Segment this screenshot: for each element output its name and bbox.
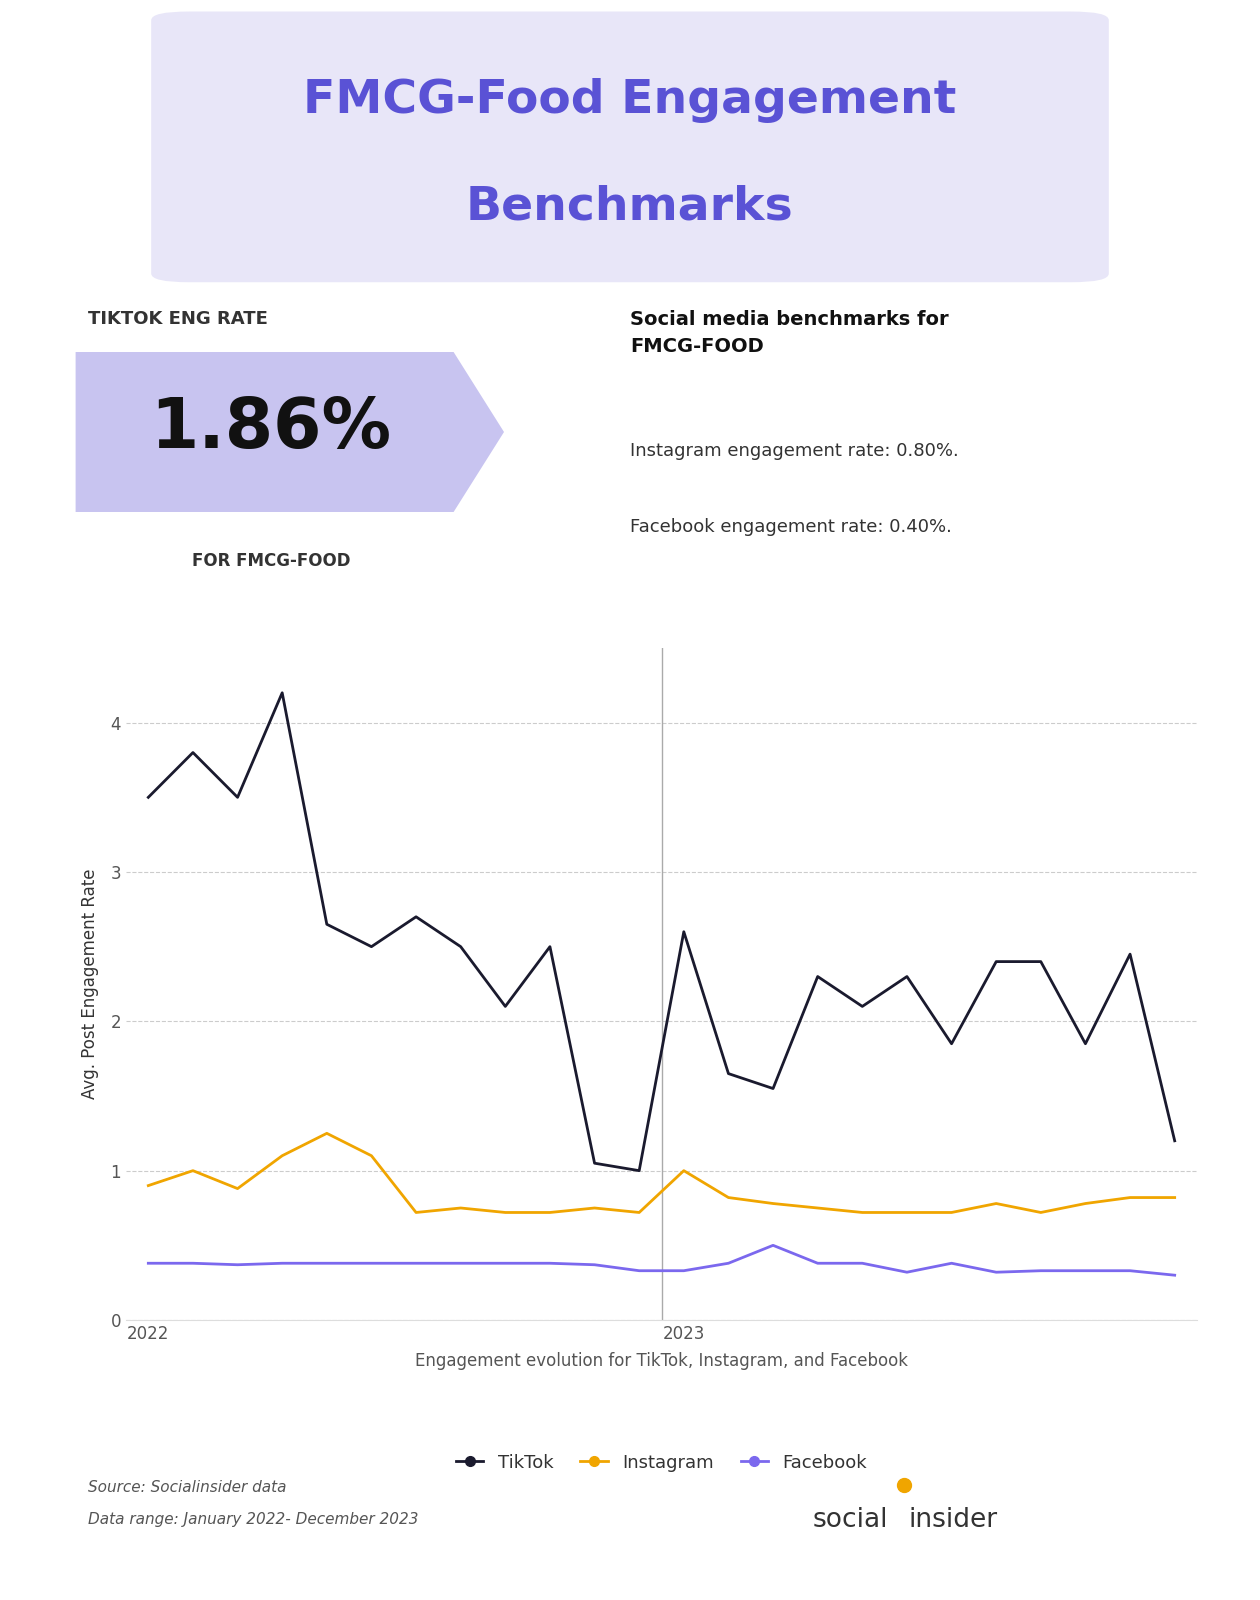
Text: insider: insider [908, 1507, 997, 1533]
Polygon shape [76, 352, 504, 512]
Text: Engagement evolution for TikTok, Instagram, and Facebook: Engagement evolution for TikTok, Instagr… [415, 1352, 908, 1370]
Text: social: social [813, 1507, 888, 1533]
Text: FMCG-Food Engagement: FMCG-Food Engagement [304, 78, 956, 123]
Y-axis label: Avg. Post Engagement Rate: Avg. Post Engagement Rate [82, 869, 100, 1099]
Text: Benchmarks: Benchmarks [466, 186, 794, 230]
Text: Facebook engagement rate: 0.40%.: Facebook engagement rate: 0.40%. [630, 518, 951, 536]
Legend: TikTok, Instagram, Facebook: TikTok, Instagram, Facebook [449, 1446, 874, 1478]
Text: TIKTOK ENG RATE: TIKTOK ENG RATE [88, 310, 268, 328]
Text: 1.86%: 1.86% [150, 395, 392, 462]
Text: Social media benchmarks for
FMCG-FOOD: Social media benchmarks for FMCG-FOOD [630, 310, 949, 355]
Text: Data range: January 2022- December 2023: Data range: January 2022- December 2023 [88, 1512, 418, 1526]
FancyBboxPatch shape [151, 11, 1109, 282]
Text: FOR FMCG-FOOD: FOR FMCG-FOOD [192, 552, 350, 570]
Text: Instagram engagement rate: 0.80%.: Instagram engagement rate: 0.80%. [630, 442, 959, 459]
Text: Source: Socialinsider data: Source: Socialinsider data [88, 1480, 287, 1494]
